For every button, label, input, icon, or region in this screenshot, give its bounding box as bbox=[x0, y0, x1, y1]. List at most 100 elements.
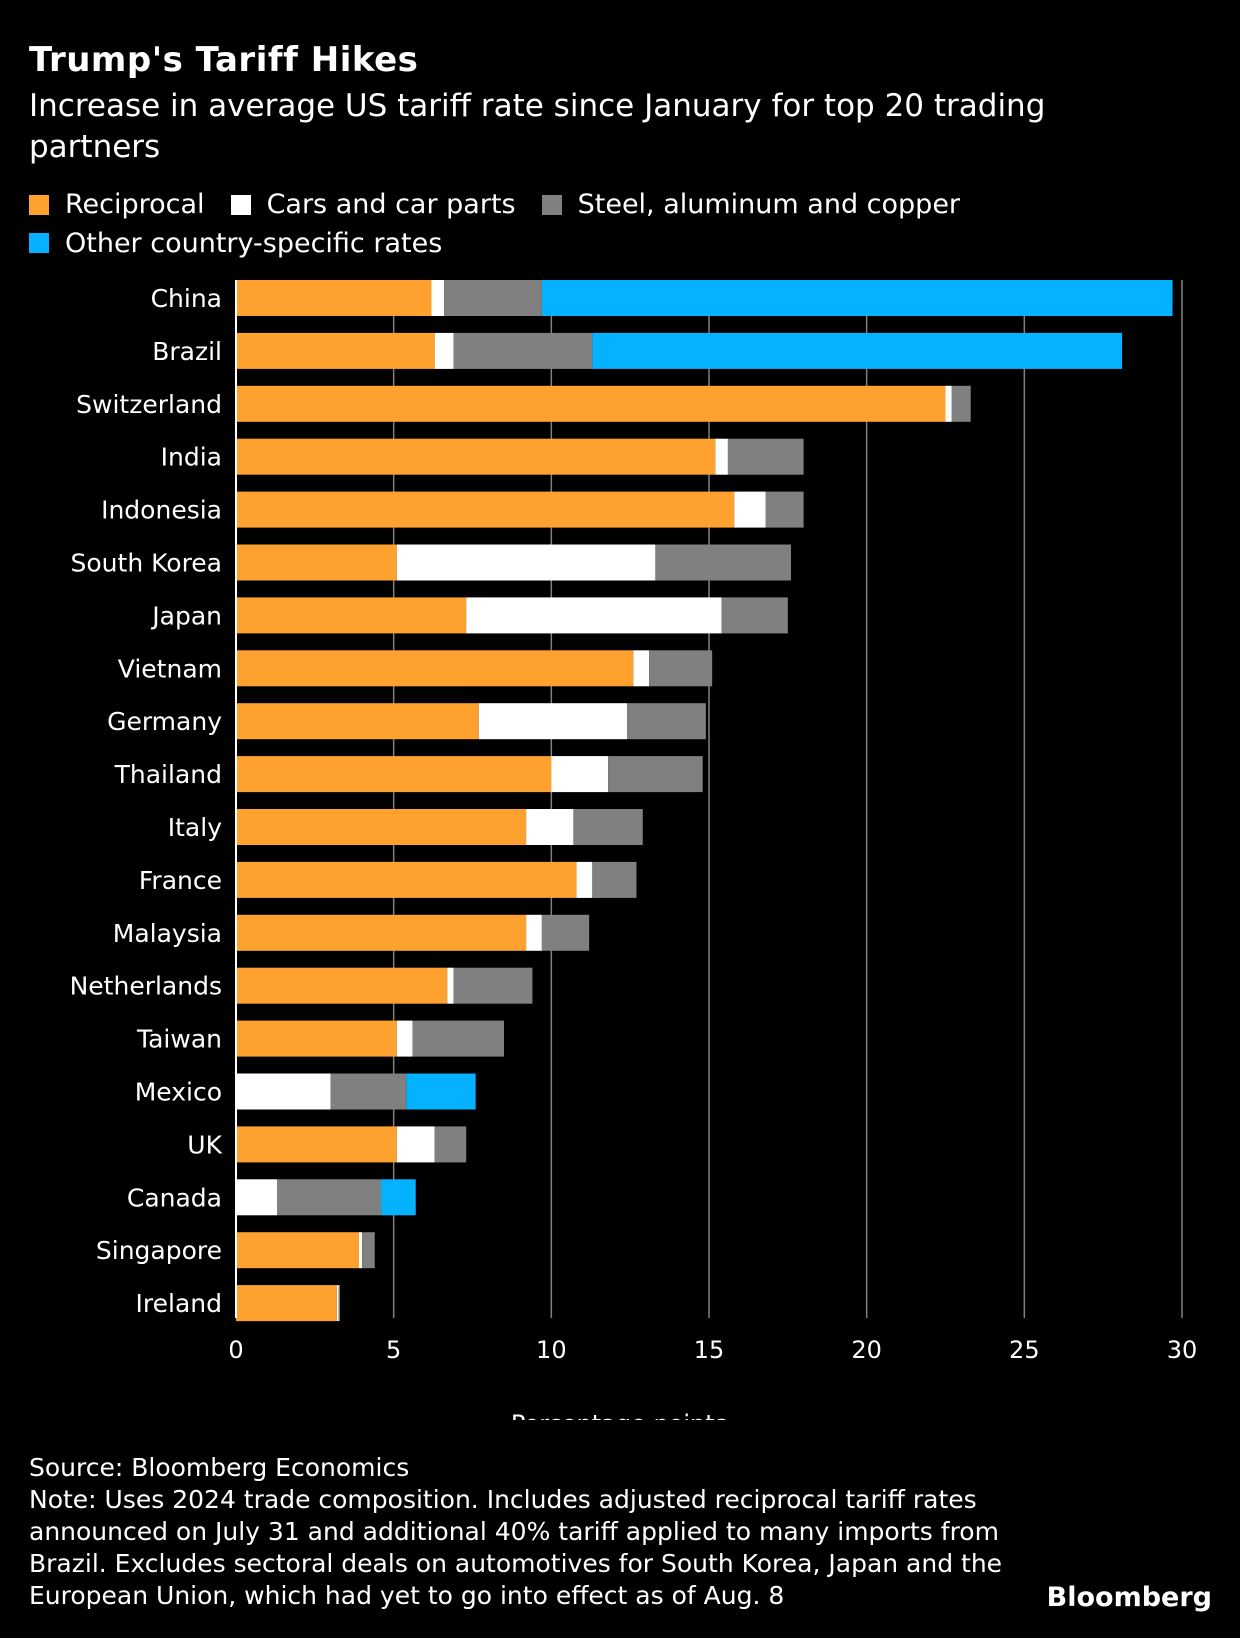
bar-indonesia-steel bbox=[765, 491, 804, 528]
x-tick-label-10: 10 bbox=[536, 1336, 567, 1364]
bar-switzerland-cars bbox=[945, 385, 952, 422]
bar-thailand-cars bbox=[551, 756, 609, 793]
bar-china-cars bbox=[431, 280, 445, 316]
legend-item-reciprocal: Reciprocal bbox=[29, 186, 205, 223]
bar-mexico-other bbox=[406, 1073, 476, 1110]
bar-india-cars bbox=[715, 438, 728, 475]
note-text: Note: Uses 2024 trade composition. Inclu… bbox=[29, 1485, 1003, 1610]
category-label-japan: Japan bbox=[150, 601, 222, 630]
category-label-malaysia: Malaysia bbox=[113, 919, 222, 948]
category-label-germany: Germany bbox=[107, 707, 222, 736]
bar-taiwan-steel bbox=[412, 1020, 505, 1057]
bar-malaysia-cars bbox=[526, 914, 542, 951]
bar-malaysia-steel bbox=[541, 914, 590, 951]
bar-switzerland-steel bbox=[951, 385, 971, 422]
bar-india-steel bbox=[727, 438, 804, 475]
bar-thailand-steel bbox=[608, 756, 703, 793]
bar-singapore-cars bbox=[358, 1232, 363, 1269]
bar-mexico-cars bbox=[236, 1073, 331, 1110]
legend-label-cars: Cars and car parts bbox=[266, 189, 516, 220]
bar-netherlands-cars bbox=[447, 967, 454, 1004]
legend-label-steel: Steel, aluminum and copper bbox=[577, 189, 961, 220]
x-tick-label-5: 5 bbox=[386, 1336, 401, 1364]
bar-italy-steel bbox=[573, 809, 643, 845]
bar-brazil-steel bbox=[453, 332, 593, 369]
category-label-singapore: Singapore bbox=[96, 1236, 222, 1265]
x-tick-label-0: 0 bbox=[228, 1336, 243, 1364]
x-tick-label-25: 25 bbox=[1009, 1336, 1040, 1364]
bar-canada-cars bbox=[236, 1179, 277, 1216]
category-label-italy: Italy bbox=[168, 813, 222, 842]
bar-italy-reciprocal bbox=[236, 809, 527, 845]
category-label-indonesia: Indonesia bbox=[101, 496, 222, 525]
legend-label-other: Other country-specific rates bbox=[65, 227, 443, 259]
bar-south-korea-cars bbox=[396, 544, 656, 581]
bar-italy-cars bbox=[526, 809, 574, 845]
legend-swatch-reciprocal bbox=[29, 194, 49, 215]
category-label-france: France bbox=[139, 866, 222, 895]
legend-swatch-steel bbox=[541, 194, 562, 215]
bar-brazil-cars bbox=[434, 332, 454, 369]
bar-france-cars bbox=[576, 861, 593, 898]
chart-title: Trump's Tariff Hikes bbox=[29, 40, 419, 80]
bar-thailand-reciprocal bbox=[236, 756, 552, 793]
bar-canada-steel bbox=[276, 1179, 382, 1216]
chart-subtitle: Increase in average US tariff rate since… bbox=[29, 88, 1046, 165]
bar-vietnam-steel bbox=[649, 650, 713, 687]
bar-brazil-reciprocal bbox=[236, 332, 435, 369]
legend-item-cars: Cars and car parts bbox=[230, 186, 516, 223]
bar-germany-reciprocal bbox=[236, 703, 479, 740]
category-label-india: India bbox=[161, 443, 222, 472]
category-label-switzerland: Switzerland bbox=[76, 390, 222, 419]
bar-china-steel bbox=[444, 280, 542, 316]
bar-switzerland-reciprocal bbox=[236, 385, 946, 422]
x-tick-label-30: 30 bbox=[1167, 1336, 1198, 1364]
bar-netherlands-reciprocal bbox=[236, 967, 448, 1004]
bar-vietnam-cars bbox=[633, 650, 650, 687]
category-label-canada: Canada bbox=[127, 1183, 222, 1212]
bar-china-reciprocal bbox=[236, 280, 432, 316]
legend-item-other: Other country-specific rates bbox=[29, 225, 442, 262]
bar-malaysia-reciprocal bbox=[236, 914, 527, 951]
bar-singapore-reciprocal bbox=[236, 1232, 359, 1269]
bar-japan-cars bbox=[466, 597, 722, 634]
bar-indonesia-cars bbox=[734, 491, 766, 528]
x-axis-title: Percentage points bbox=[511, 1410, 727, 1420]
bar-france-reciprocal bbox=[236, 861, 577, 898]
bar-india-reciprocal bbox=[236, 438, 716, 475]
category-label-mexico: Mexico bbox=[135, 1078, 222, 1107]
source-text: Source: Bloomberg Economics bbox=[29, 1453, 410, 1482]
bar-ireland-steel bbox=[338, 1285, 341, 1322]
bar-china-other bbox=[541, 280, 1173, 316]
bar-south-korea-steel bbox=[655, 544, 791, 581]
bar-taiwan-reciprocal bbox=[236, 1020, 397, 1057]
bar-uk-cars bbox=[396, 1126, 435, 1163]
bar-vietnam-reciprocal bbox=[236, 650, 634, 687]
bar-chart: China Brazil Switzerland India Indonesia Sout… bbox=[70, 280, 1198, 1420]
legend-swatch-other bbox=[29, 233, 49, 253]
bloomberg-logo: Bloomberg bbox=[1046, 1582, 1212, 1613]
x-tick-label-15: 15 bbox=[694, 1336, 725, 1364]
category-label-south-korea: South Korea bbox=[71, 549, 222, 578]
legend: Reciprocal Cars and car parts Steel, alu… bbox=[29, 186, 1209, 263]
category-label-brazil: Brazil bbox=[152, 337, 222, 366]
footer: Source: Bloomberg Economics Note: Uses 2… bbox=[29, 1452, 1039, 1612]
x-tick-label-20: 20 bbox=[851, 1336, 882, 1364]
legend-item-steel: Steel, aluminum and copper bbox=[541, 186, 961, 223]
category-label-uk: UK bbox=[187, 1130, 222, 1159]
bar-south-korea-reciprocal bbox=[236, 544, 397, 581]
legend-label-reciprocal: Reciprocal bbox=[65, 189, 205, 220]
legend-swatch-cars bbox=[230, 194, 251, 215]
category-label-netherlands: Netherlands bbox=[70, 972, 222, 1001]
bar-germany-steel bbox=[627, 703, 706, 740]
category-label-thailand: Thailand bbox=[114, 760, 222, 789]
bar-uk-steel bbox=[434, 1126, 467, 1163]
category-label-ireland: Ireland bbox=[136, 1289, 222, 1318]
bar-canada-other bbox=[381, 1179, 416, 1216]
bar-uk-reciprocal bbox=[236, 1126, 397, 1163]
bar-germany-cars bbox=[478, 703, 628, 740]
category-label-vietnam: Vietnam bbox=[118, 654, 222, 683]
category-label-china: China bbox=[151, 284, 222, 313]
bar-indonesia-reciprocal bbox=[236, 491, 735, 528]
bar-france-steel bbox=[592, 861, 637, 898]
